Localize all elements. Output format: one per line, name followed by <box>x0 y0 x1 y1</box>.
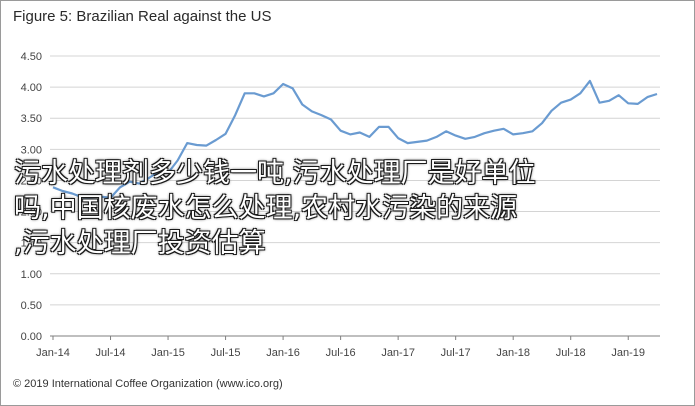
x-tick-label: Jul-18 <box>556 347 586 359</box>
y-tick-label: 0.50 <box>21 300 42 312</box>
series-line <box>52 79 658 199</box>
series-group <box>52 79 658 199</box>
x-tick-label: Jul-14 <box>96 347 126 359</box>
y-tick-label: 4.50 <box>21 51 42 63</box>
y-tick-label: 1.50 <box>21 238 42 250</box>
gridlines <box>50 55 660 306</box>
x-tick-label: Jan-17 <box>381 347 415 359</box>
x-tick-label: Jan-14 <box>36 347 70 359</box>
y-tick-label: 0.00 <box>21 331 42 343</box>
y-tick-label: 3.00 <box>21 144 42 156</box>
overlay-line-1: 污水处理剂多少钱一吨,污水处理厂是好单位 <box>14 158 536 189</box>
y-axis-ticks: 0.00 0.50 1.00 1.50 2.00 2.50 3.00 3.50 4.00 4.50 <box>21 51 42 343</box>
y-tick-label: 4.00 <box>21 82 42 94</box>
x-tick-label: Jan-15 <box>151 347 185 359</box>
y-tick-label: 3.50 <box>21 113 42 125</box>
x-tick-label: Jan-19 <box>611 347 645 359</box>
x-tick-label: Jul-17 <box>441 347 471 359</box>
copyright-footer: © 2019 International Coffee Organization… <box>13 378 283 390</box>
figure-title: Figure 5: Brazilian Real against the US <box>13 8 272 25</box>
x-tick-label: Jul-16 <box>326 347 356 359</box>
y-tick-label: 2.00 <box>21 207 42 219</box>
overlay-caption: 污水处理剂多少钱一吨,污水处理厂是好单位 吗,中国核废水怎么处理,农村水污染的来… <box>14 156 684 261</box>
x-tick-label: Jul-15 <box>211 347 241 359</box>
x-tick-label: Jan-18 <box>496 347 530 359</box>
overlay-line-3: ,污水处理厂投资估算 <box>14 228 266 259</box>
y-tick-label: 1.00 <box>21 269 42 281</box>
x-tick-label: Jan-16 <box>266 347 300 359</box>
overlay-line-2: 吗,中国核废水怎么处理,农村水污染的来源 <box>14 193 518 224</box>
y-tick-label: 2.50 <box>21 175 42 187</box>
x-axis-ticks: Jan-14 Jul-14 Jan-15 Jul-15 Jan-16 Jul-16 Jan-… <box>36 336 645 359</box>
